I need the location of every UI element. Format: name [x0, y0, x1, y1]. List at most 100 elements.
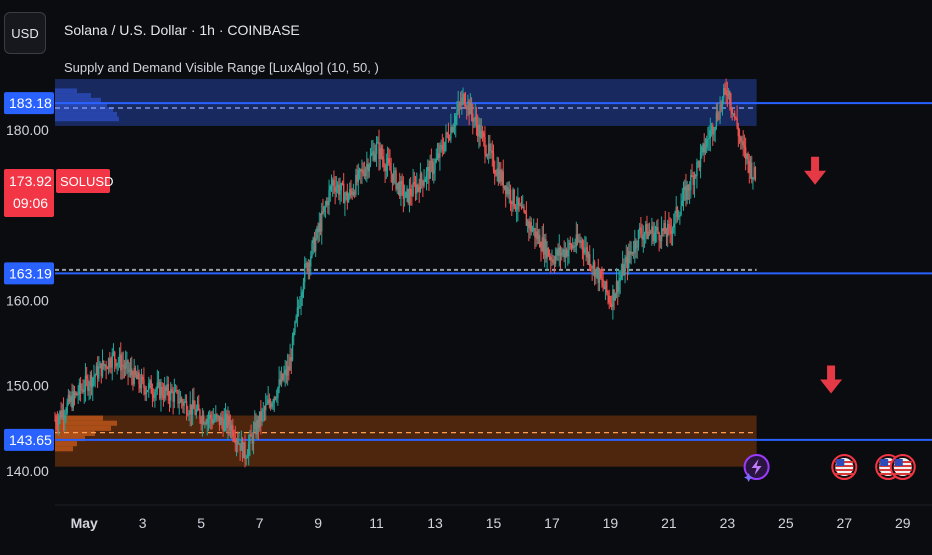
- candle-body: [124, 362, 127, 369]
- candle-body: [520, 205, 523, 209]
- candle-body: [206, 418, 208, 425]
- candle-body: [213, 419, 216, 421]
- candle-body: [297, 306, 300, 308]
- candle-body: [476, 124, 479, 137]
- candle-body: [409, 189, 412, 196]
- candle-body: [551, 259, 553, 261]
- sparkle-icon: [744, 473, 754, 482]
- candle-body: [651, 226, 653, 234]
- candle-body: [291, 336, 294, 361]
- candle-body: [201, 415, 204, 424]
- candle-body: [730, 104, 732, 109]
- candle-body: [680, 206, 682, 215]
- candle-body: [474, 116, 476, 120]
- candle-body: [446, 132, 448, 135]
- candle-body: [386, 158, 389, 165]
- candle-body: [72, 391, 74, 408]
- candle-body: [128, 371, 131, 372]
- candle-body: [451, 126, 453, 132]
- candle-body: [742, 141, 744, 146]
- candle-body: [676, 207, 679, 217]
- candle-body: [221, 417, 223, 422]
- candle-body: [420, 173, 423, 181]
- currency-button[interactable]: USD: [4, 12, 46, 54]
- x-tick-11: 11: [369, 515, 384, 531]
- candle-body: [289, 357, 291, 371]
- candle-body: [60, 411, 62, 418]
- candle-body: [752, 177, 754, 180]
- candle-body: [714, 126, 716, 132]
- candle-body: [673, 223, 675, 228]
- candle-body: [576, 234, 579, 242]
- candle-body: [170, 389, 172, 401]
- candle-body: [686, 184, 688, 200]
- candle-body: [519, 205, 521, 206]
- candle-body: [631, 251, 634, 254]
- candle-body: [500, 169, 502, 182]
- candle-body: [701, 147, 703, 153]
- candle-body: [345, 192, 347, 197]
- candle-body: [511, 201, 513, 205]
- candle-body: [135, 374, 138, 380]
- candle-body: [335, 187, 338, 192]
- candle-body: [144, 387, 146, 395]
- candle-body: [574, 246, 576, 248]
- candle-body: [563, 249, 565, 258]
- x-tick-3: 3: [139, 515, 147, 531]
- candle-body: [254, 422, 256, 430]
- candle-body: [658, 232, 660, 241]
- candle-body: [403, 197, 406, 199]
- candle-body: [155, 389, 157, 393]
- candle-body: [718, 118, 720, 120]
- candle-body: [384, 166, 386, 172]
- candle-body: [156, 382, 159, 390]
- candle-body: [179, 398, 182, 403]
- candle-body: [609, 302, 612, 305]
- candle-body: [314, 238, 317, 252]
- candle-body: [316, 228, 318, 239]
- candle-body: [245, 458, 247, 460]
- demand-profile-bar: [55, 420, 117, 426]
- candle-body: [106, 368, 109, 370]
- x-tick-5: 5: [197, 515, 205, 531]
- flag-canton: [880, 459, 889, 466]
- candle-body: [729, 91, 731, 105]
- candle-body: [552, 259, 554, 263]
- indicator-legend[interactable]: Supply and Demand Visible Range [LuxAlgo…: [64, 60, 379, 75]
- demand-zone: [55, 415, 757, 467]
- candle-body: [567, 250, 569, 257]
- candle-body: [96, 365, 99, 379]
- candle-body: [459, 104, 462, 106]
- supply-profile-bar: [55, 111, 117, 117]
- supply-level-badge-label: 183.18: [9, 95, 52, 111]
- candle-body: [419, 173, 422, 192]
- candle-body: [550, 256, 552, 261]
- candle-body: [456, 111, 458, 116]
- candle-body: [112, 351, 115, 353]
- candle-body: [579, 240, 581, 243]
- candle-body: [54, 419, 56, 421]
- candle-body: [558, 247, 560, 256]
- down-arrow-icon: [820, 365, 843, 394]
- candle-body: [247, 444, 250, 456]
- candle-body: [414, 183, 417, 194]
- candle-body: [546, 247, 548, 259]
- candle-body: [424, 179, 426, 182]
- candle-body: [727, 91, 730, 96]
- candle-body: [241, 439, 244, 458]
- candle-body: [361, 169, 363, 172]
- candle-body: [342, 183, 345, 204]
- candle-body: [191, 400, 194, 415]
- candle-body: [244, 442, 246, 460]
- candle-body: [374, 153, 377, 161]
- candle-body: [512, 189, 514, 205]
- candle-body: [629, 251, 631, 255]
- candle-body: [280, 373, 283, 384]
- y-tick-160: 160.00: [6, 293, 49, 309]
- candle-body: [279, 379, 282, 384]
- flag-stripe: [835, 473, 854, 475]
- candle-body: [193, 400, 195, 409]
- candle-body: [307, 262, 310, 272]
- candle-body: [754, 167, 757, 180]
